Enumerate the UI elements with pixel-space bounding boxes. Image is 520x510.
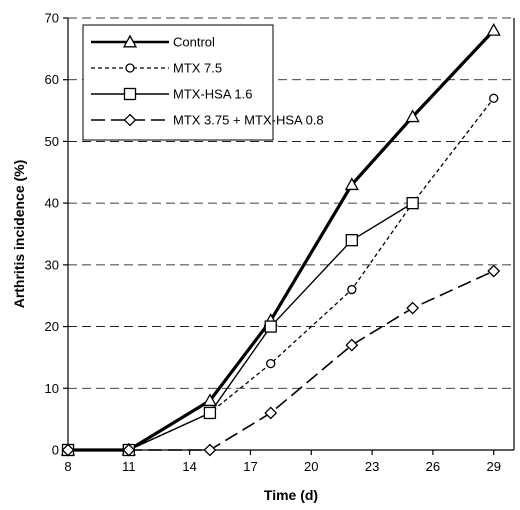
x-tick-label: 8 xyxy=(64,459,71,474)
data-point-mtx-3-75-mtx-hsa-0-8 xyxy=(61,443,75,457)
data-point-mtx-hsa-1-6 xyxy=(264,320,277,333)
series-line-mtx-7-5 xyxy=(68,97,495,451)
y-tick-label: 40 xyxy=(45,196,59,211)
legend-label-mtx-hsa-1-6: MTX-HSA 1.6 xyxy=(173,87,252,102)
data-point-control xyxy=(202,393,218,407)
legend-item-mtx-7-5: MTX 7.5 xyxy=(91,61,222,76)
data-point-mtx-3-75-mtx-hsa-0-8 xyxy=(345,338,359,352)
x-tick-label: 23 xyxy=(365,459,379,474)
data-point-mtx-7-5 xyxy=(347,284,357,295)
axes xyxy=(67,18,515,451)
legend: Control MTX 7.5 MTX-HSA 1.6 MTX 3.75 + MTX-… xyxy=(82,24,324,141)
y-tick-label: 70 xyxy=(45,11,59,26)
y-tick-label: 60 xyxy=(45,72,59,87)
y-axis-title: Arthritis incidence (%) xyxy=(11,160,27,309)
series-mtx-7-5 xyxy=(63,93,499,455)
x-tick-label: 20 xyxy=(304,459,318,474)
data-point-mtx-7-5 xyxy=(489,93,499,103)
ticks: 0 10 20 30 40 50 60 70 8 11 14 17 20 23 26 29 xyxy=(45,11,501,475)
x-tick-label: 26 xyxy=(426,459,440,474)
series-group xyxy=(60,23,501,457)
data-point-mtx-hsa-1-6 xyxy=(203,406,217,420)
data-point-legend-mtx-hsa-1-6 xyxy=(123,87,137,101)
y-tick-label: 20 xyxy=(45,319,59,334)
series-line-mtx-3-75-mtx-hsa-0-8 xyxy=(68,270,495,451)
data-point-legend-mtx-3-75-mtx-hsa-0-8 xyxy=(123,113,137,127)
data-point-control xyxy=(486,23,501,36)
x-tick-label: 17 xyxy=(243,459,257,474)
x-tick-label: 29 xyxy=(486,459,500,474)
data-point-mtx-hsa-1-6 xyxy=(345,234,358,247)
x-axis-title: Time (d) xyxy=(264,487,318,503)
legend-item-mtx-hsa-1-6: MTX-HSA 1.6 xyxy=(91,87,252,102)
data-point-mtx-3-75-mtx-hsa-0-8 xyxy=(406,301,420,315)
data-point-mtx-3-75-mtx-hsa-0-8 xyxy=(487,264,501,278)
data-point-legend-control xyxy=(122,34,138,48)
legend-box xyxy=(82,24,274,141)
legend-label-mtx-3-75-mtx-hsa-0-8: MTX 3.75 + MTX-HSA 0.8 xyxy=(173,113,324,128)
data-point-mtx-hsa-1-6 xyxy=(406,196,419,210)
x-tick-label: 11 xyxy=(122,459,136,474)
y-tick-label: 30 xyxy=(45,257,59,272)
y-tick-label: 50 xyxy=(45,134,59,149)
data-point-mtx-7-5 xyxy=(266,358,276,369)
grid-lines xyxy=(68,17,514,389)
data-point-control xyxy=(405,109,420,123)
y-tick-label: 0 xyxy=(52,443,59,458)
data-point-mtx-3-75-mtx-hsa-0-8 xyxy=(122,443,136,457)
y-tick-label: 10 xyxy=(45,381,59,396)
legend-label-mtx-7-5: MTX 7.5 xyxy=(173,61,222,76)
x-tick-label: 14 xyxy=(182,459,196,474)
legend-item-control: Control xyxy=(91,35,215,50)
series-mtx-3-75-mtx-hsa-0-8 xyxy=(61,264,501,457)
data-point-mtx-3-75-mtx-hsa-0-8 xyxy=(203,443,217,457)
data-point-legend-mtx-7-5 xyxy=(125,63,135,73)
data-point-mtx-3-75-mtx-hsa-0-8 xyxy=(264,406,278,420)
legend-label-control: Control xyxy=(173,35,215,50)
legend-item-mtx-3-75-mtx-hsa-0-8: MTX 3.75 + MTX-HSA 0.8 xyxy=(91,113,324,128)
data-point-control xyxy=(344,177,359,191)
